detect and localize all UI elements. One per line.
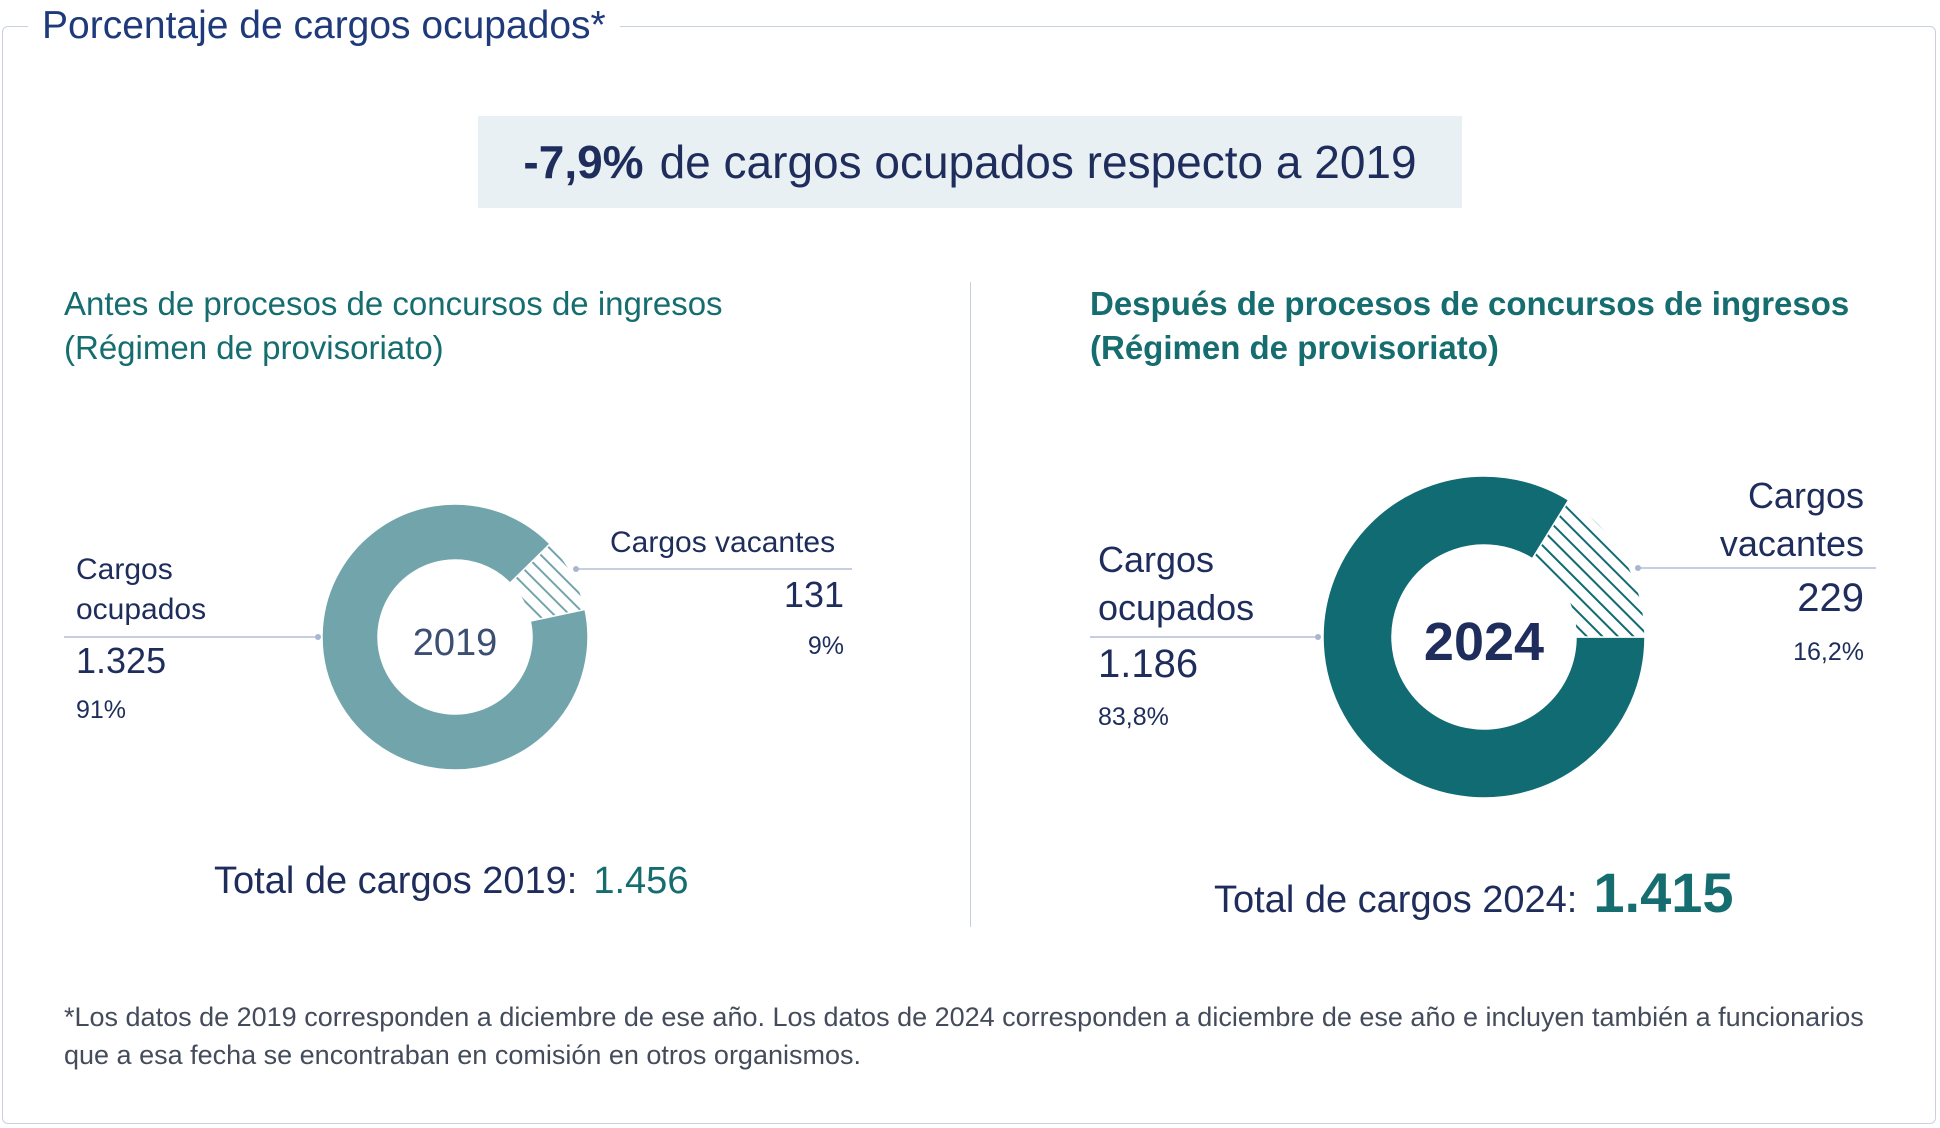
label-2024-vacantes-line1: Cargos (1747, 475, 1864, 516)
subtitle-2019-line2: (Régimen de provisoriato) (64, 329, 444, 366)
slice-2019-vacantes (508, 542, 586, 622)
value-2024-vacantes: 229 (1797, 576, 1864, 620)
chart-frame (2, 26, 1936, 1124)
label-2019-ocupados-line1: Cargos (76, 553, 173, 586)
slice-2019-ocupados (321, 503, 589, 771)
leader-dot-2019-vacantes (573, 566, 579, 572)
subtitle-2019-line1: Antes de procesos de concursos de ingres… (64, 285, 723, 322)
label-2024-ocupados-line1: Cargos (1098, 539, 1215, 580)
label-2024-vacantes: Cargos vacantes (1720, 472, 1864, 568)
total-2024-value: 1.415 (1593, 861, 1734, 924)
total-2019-value: 1.456 (593, 860, 689, 902)
subtitle-2024-line1: Después de procesos de concursos de ingr… (1090, 285, 1850, 322)
subtitle-2024-line2: (Régimen de provisoriato) (1090, 329, 1499, 366)
label-2024-ocupados: Cargos ocupados (1098, 536, 1254, 632)
headline-text: de cargos ocupados respecto a 2019 (659, 136, 1417, 188)
value-2019-ocupados: 1.325 (76, 640, 167, 681)
total-2024: Total de cargos 2024: 1.415 (1214, 860, 1734, 925)
subtitle-2019: Antes de procesos de concursos de ingres… (64, 282, 723, 370)
total-2019: Total de cargos 2019: 1.456 (214, 860, 688, 903)
slice-2024-ocupados (1322, 475, 1646, 799)
label-2019-vacantes: Cargos vacantes (610, 526, 836, 559)
label-2024-vacantes-line2: vacantes (1719, 523, 1864, 564)
value-2024-ocupados: 1.186 (1098, 642, 1199, 686)
center-label-2019: 2019 (413, 622, 498, 664)
pct-2024-vacantes: 16,2% (1793, 638, 1864, 666)
leader-dot-2019-ocupados (315, 634, 321, 640)
pct-2019-vacantes: 9% (807, 632, 844, 660)
headline-value: -7,9% (523, 136, 644, 188)
panel-divider (970, 282, 971, 927)
headline-box: -7,9% de cargos ocupados respecto a 2019 (478, 116, 1462, 208)
footnote: *Los datos de 2019 corresponden a diciem… (64, 1002, 1864, 1070)
pct-2024-ocupados: 83,8% (1098, 703, 1169, 731)
pct-2019-ocupados: 91% (76, 696, 127, 724)
slice-2024-vacantes (1531, 499, 1646, 638)
total-2019-label: Total de cargos 2019: (214, 860, 578, 902)
value-2019-vacantes: 131 (783, 574, 844, 615)
center-label-2024: 2024 (1424, 612, 1544, 672)
label-2019-ocupados: Cargos ocupados (76, 550, 206, 630)
subtitle-2024: Después de procesos de concursos de ingr… (1090, 282, 1849, 370)
leader-dot-2024-vacantes (1635, 565, 1641, 571)
label-2024-ocupados-line2: ocupados (1098, 587, 1255, 628)
label-2019-ocupados-line2: ocupados (76, 593, 207, 626)
total-2024-label: Total de cargos 2024: (1214, 879, 1578, 921)
leader-dot-2024-ocupados (1315, 634, 1321, 640)
chart-title: Porcentaje de cargos ocupados* (28, 0, 620, 52)
